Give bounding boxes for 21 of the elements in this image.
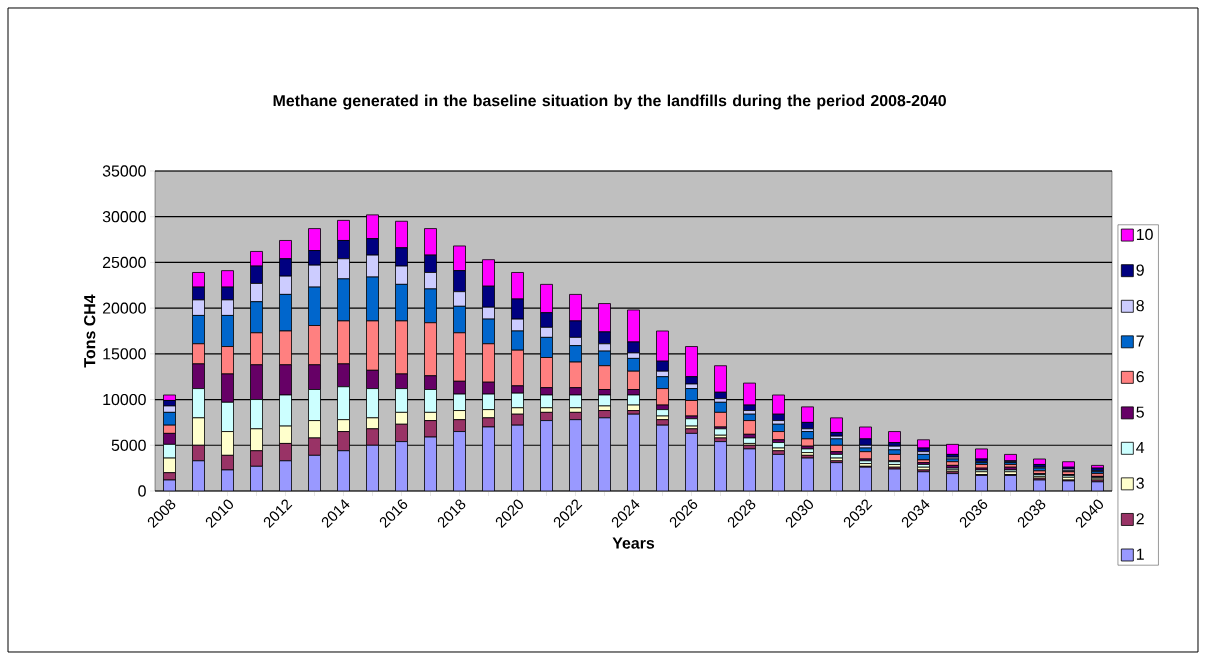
legend-label: 6 [1136,371,1144,383]
chart-title: Methane generated in the baseline situation by the landfills during the period 2008-2040 [273,94,946,110]
y-tick-label: 35000 [102,165,146,177]
legend-label: 10 [1136,228,1153,241]
y-tick-label: 30000 [102,211,146,223]
y-tick-label: 20000 [102,302,146,314]
legend-label: 2 [1136,513,1144,525]
legend-label: 3 [1136,477,1144,489]
legend-label: 8 [1136,299,1144,312]
y-axis-title: Tons CH4 [84,294,96,368]
x-axis-title: Years [612,537,655,549]
legend-label: 9 [1136,264,1144,276]
legend-label: 5 [1136,406,1144,418]
y-tick-label: 0 [138,485,146,497]
legend-label: 1 [1136,548,1144,560]
y-tick-label: 10000 [103,393,146,406]
y-tick-label: 25000 [102,256,146,269]
y-tick-label: 15000 [103,348,146,360]
legend-label: 7 [1136,335,1144,347]
y-tick-label: 5000 [111,439,146,451]
legend-label: 4 [1136,442,1145,454]
